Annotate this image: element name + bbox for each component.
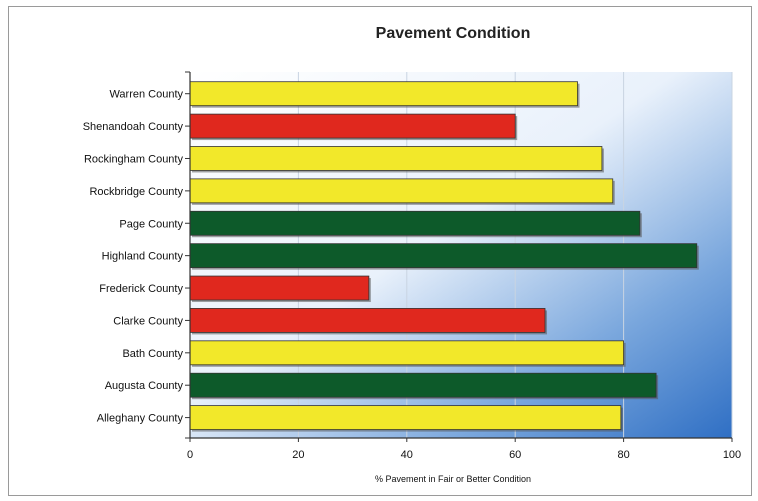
category-label: Frederick County [99,283,183,295]
bar [189,340,625,366]
bar [189,372,657,398]
y-axis-categories: Warren County Shenandoah County Rockingham… [83,89,190,425]
x-tick-label: 100 [723,449,741,461]
bar [189,405,622,430]
axes [185,71,732,439]
x-tick-label: 80 [617,449,629,461]
chart-title: Pavement Condition [376,25,531,42]
category-label: Bath County [122,348,183,360]
category-label: Warren County [109,89,183,101]
x-tick-label: 20 [292,449,304,461]
bar [189,243,698,269]
bar [189,146,603,171]
category-label: Page County [119,218,183,230]
x-axis-label: % Pavement in Fair or Better Condition [375,474,531,484]
category-label: Clarke County [113,315,183,327]
category-label: Alleghany County [97,413,184,425]
x-tick-label: 0 [187,449,193,461]
x-tick-label: 40 [401,449,413,461]
bar [189,308,546,333]
bar [189,210,641,236]
bar [189,81,578,107]
category-label: Rockingham County [84,153,184,165]
category-label: Shenandoah County [83,121,184,133]
x-axis-ticks: 0 20 40 60 80 100 [187,438,741,461]
bars [189,81,699,432]
bar [189,178,614,204]
category-label: Highland County [102,251,184,263]
bar [189,113,516,139]
x-tick-label: 60 [509,449,521,461]
category-label: Augusta County [105,380,184,392]
bar [189,275,370,301]
category-label: Rockbridge County [89,186,183,198]
